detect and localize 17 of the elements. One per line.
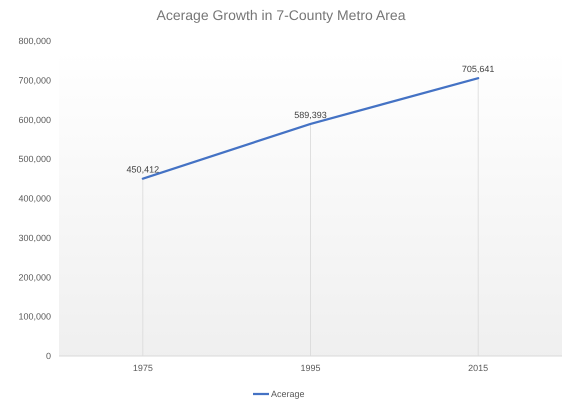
chart-title: Acerage Growth in 7-County Metro Area (156, 7, 406, 23)
x-tick-label: 1995 (300, 363, 321, 373)
x-tick-label: 1975 (132, 363, 153, 373)
y-tick-label: 0 (46, 351, 51, 361)
y-tick-label: 300,000 (18, 232, 51, 243)
y-tick-label: 700,000 (18, 75, 51, 86)
y-tick-label: 100,000 (18, 312, 51, 322)
y-tick-label: 400,000 (18, 194, 51, 204)
y-tick-label: 800,000 (18, 36, 51, 46)
y-tick-label: 500,000 (18, 154, 51, 164)
data-label: 450,412 (126, 164, 160, 175)
legend-label: Acerage (271, 389, 305, 399)
data-label: 705,641 (462, 64, 494, 74)
data-label: 589,393 (294, 110, 327, 120)
x-tick-label: 2015 (468, 363, 488, 373)
y-tick-label: 200,000 (18, 272, 51, 282)
y-tick-label: 600,000 (18, 114, 51, 125)
